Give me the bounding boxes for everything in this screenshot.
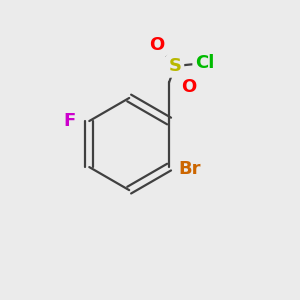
Text: O: O	[181, 78, 196, 96]
Text: Br: Br	[178, 160, 201, 178]
Text: O: O	[150, 36, 165, 54]
Text: S: S	[169, 57, 182, 75]
Text: Cl: Cl	[195, 54, 214, 72]
Text: F: F	[64, 112, 76, 130]
